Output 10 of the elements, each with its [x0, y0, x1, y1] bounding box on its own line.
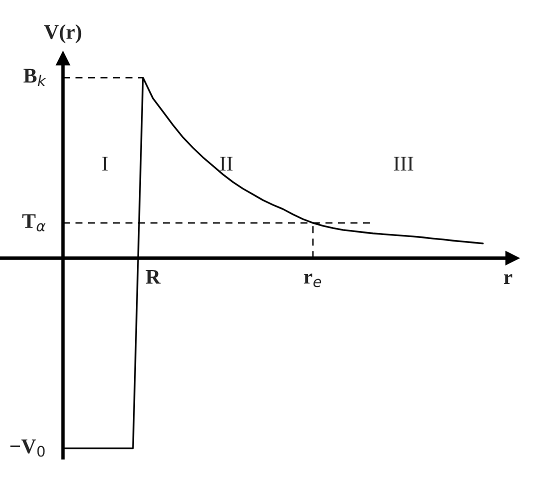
x-tick-label: r$_{e}$	[304, 274, 322, 288]
annotation: II	[220, 156, 233, 171]
annotation: I	[102, 156, 108, 171]
text: B$_{k}$	[24, 68, 46, 86]
x-axis-title: r	[504, 274, 512, 284]
text: −V$_{0}$	[10, 440, 45, 457]
y-axis-title: V(r)	[44, 24, 82, 44]
annotation: III	[394, 156, 414, 171]
text: T$_{α}$	[22, 214, 46, 232]
x-tick-label: R	[146, 270, 161, 284]
